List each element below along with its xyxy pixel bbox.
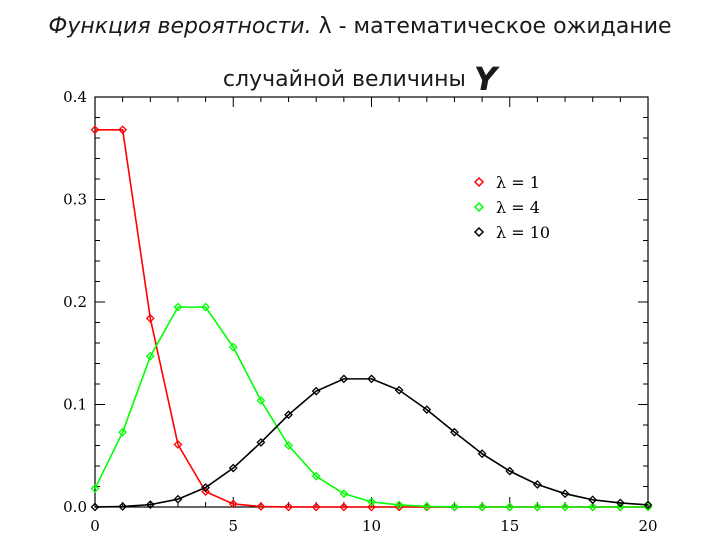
data-point [367, 374, 376, 384]
data-point [422, 405, 432, 415]
series-group [90, 125, 653, 512]
data-point [173, 440, 183, 449]
legend-label: λ = 1 [496, 173, 540, 192]
series-line [95, 129, 648, 508]
data-point [256, 438, 266, 447]
data-point [311, 471, 321, 481]
data-point [311, 502, 321, 512]
data-point [339, 489, 349, 499]
data-point [90, 125, 100, 135]
data-point [201, 483, 211, 492]
chart-title-line-1: Функция вероятности. λ - математическое … [0, 14, 720, 39]
data-point [201, 487, 211, 497]
data-point [173, 494, 183, 504]
legend-label: λ = 10 [496, 223, 550, 242]
series--1 [90, 125, 653, 512]
x-tick-label: 5 [228, 517, 238, 535]
data-point [643, 500, 653, 510]
data-point [588, 502, 598, 512]
y-tick-label: 0.4 [63, 88, 87, 106]
legend-marker [473, 201, 485, 213]
data-point [560, 489, 570, 499]
data-point [367, 502, 376, 512]
data-point [505, 502, 515, 512]
data-point [118, 427, 128, 437]
x-tick-label: 0 [90, 517, 100, 535]
data-point [450, 427, 459, 437]
data-point [228, 499, 238, 509]
data-point [256, 502, 266, 511]
data-point [228, 342, 238, 352]
data-point [284, 410, 293, 420]
data-point [532, 502, 542, 512]
data-point [532, 480, 542, 489]
data-point [173, 302, 183, 312]
data-point [201, 302, 211, 312]
y-tick-label: 0.1 [63, 396, 87, 414]
series-line [94, 306, 648, 508]
series--10 [90, 374, 653, 512]
data-point [145, 500, 155, 510]
data-point [339, 374, 349, 384]
x-tick-label: 20 [638, 517, 657, 535]
y-tick-label: 0.0 [63, 498, 87, 516]
data-point [145, 351, 155, 361]
title-line2-text: случайной величины [222, 67, 466, 92]
y-tick-label: 0.2 [63, 293, 87, 311]
data-point [422, 501, 432, 511]
data-point [477, 449, 487, 459]
data-point [367, 497, 376, 507]
data-point [284, 502, 293, 512]
chart-title-line-2: случайной величины Y [0, 56, 720, 98]
variable-y-symbol: Y [473, 60, 498, 98]
y-tick-label: 0.3 [63, 191, 87, 209]
data-point [284, 441, 293, 450]
x-tick-label: 15 [500, 517, 519, 535]
data-point [560, 502, 570, 512]
title-italic-text: Функция вероятности. [48, 14, 312, 39]
series--4 [90, 302, 653, 512]
data-point [118, 502, 128, 511]
x-tick-label: 10 [362, 517, 381, 535]
data-point [394, 500, 404, 510]
data-point [394, 385, 404, 395]
data-point [311, 386, 321, 396]
data-point [505, 466, 515, 476]
data-point [90, 502, 100, 512]
data-point [118, 125, 128, 135]
legend-label: λ = 4 [496, 198, 540, 217]
legend: λ = 1 λ = 4 λ = 10 [473, 173, 550, 242]
data-point [339, 502, 349, 512]
series-line [94, 378, 649, 508]
data-point [477, 502, 487, 512]
data-point [256, 395, 266, 405]
data-point [90, 484, 100, 493]
legend-marker [473, 226, 485, 238]
legend-marker [473, 176, 485, 188]
data-point [450, 502, 459, 512]
data-point [615, 502, 625, 512]
data-point [588, 495, 598, 505]
title-rest-text: - математическое ожидание [338, 14, 672, 39]
lambda-symbol: λ [318, 14, 332, 39]
data-point [615, 498, 625, 508]
axis-ticks: 0 5 10 15 20 0.0 0.1 0.2 0.3 0.4 [63, 88, 657, 535]
data-point [228, 463, 238, 473]
data-point [145, 313, 155, 323]
